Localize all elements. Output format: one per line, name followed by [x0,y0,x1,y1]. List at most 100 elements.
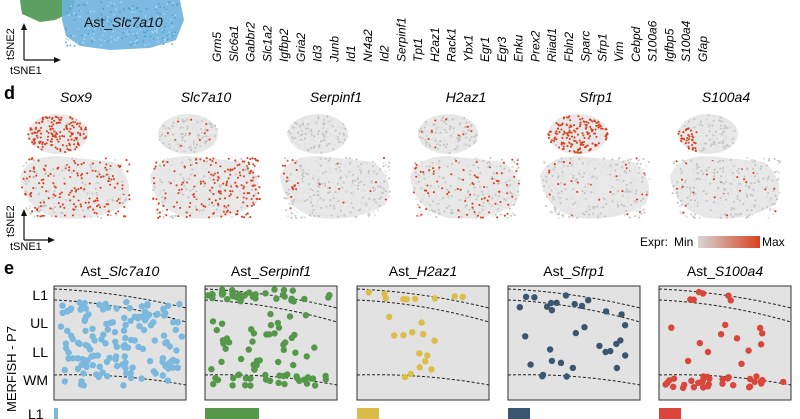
merfish-cell-dot [245,346,252,353]
merfish-cell-dot [407,370,414,378]
merfish-cell-dot [111,328,119,336]
merfish-cell-dot [282,339,289,346]
feature-plot: Sfrp1 [540,89,651,219]
merfish-cell-dot [122,321,129,329]
merfish-cell-dot [169,364,177,371]
gene-list-label: Igfbp5 [663,28,677,62]
merfish-cell-dot [262,290,269,297]
gene-list-label: Igfbp2 [277,28,291,62]
merfish-cell-dot [759,330,766,337]
merfish-cell-dot [174,319,181,326]
merfish-cell-dot [557,359,565,366]
merfish-cell-dot [120,382,127,389]
panel-d-axes: tSNE2 tSNE1 [5,205,55,253]
merfish-cell-dot [522,293,530,300]
merfish-cell-dot [275,358,282,366]
feature-plot: H2az1 [410,89,521,219]
merfish-cell-dot [218,358,225,366]
merfish-cell-dot [127,369,134,377]
merfish-cell-dot [418,319,425,326]
merfish-cell-dot [229,382,236,389]
gene-list-label: Prex2 [528,30,542,62]
merfish-cell-dot [668,324,675,331]
layer-color-block [357,408,379,419]
merfish-cell-dot [249,338,256,345]
merfish-cell-dot [311,382,319,389]
merfish-cell-dot [279,291,287,298]
merfish-cell-dot [122,364,129,372]
merfish-cell-dot [107,319,114,326]
merfish-cell-dot [59,302,66,309]
merfish-cell-dot [160,305,167,312]
merfish-cell-dot [89,333,96,340]
merfish-cell-dot [416,350,423,357]
merfish-cell-dot [386,313,393,321]
merfish-cell-dot [82,313,90,320]
merfish-cell-dot [62,345,70,352]
merfish-cell-dot [571,300,578,308]
merfish-cell-dot [451,293,458,300]
merfish-cell-dot [106,354,113,361]
merfish-cell-dot [758,380,765,387]
merfish-plot-frame [356,285,490,401]
gene-list-label: Egr3 [495,36,509,62]
merfish-cell-dot [162,340,169,347]
merfish-plot-title: Ast_H2az1 [389,263,457,279]
merfish-cell-dot [209,294,216,302]
merfish-cell-dot [753,373,760,380]
merfish-plot-title: Ast_Sfrp1 [543,263,604,279]
feature-plot-gene-label: Sox9 [60,89,92,105]
merfish-cell-dot [403,296,410,303]
merfish-cell-dot [112,353,120,360]
merfish-cell-dot [113,362,121,370]
panel-d-axis-y-label: tSNE2 [5,205,17,237]
merfish-cell-dot [247,382,254,389]
layer-color-block [205,408,259,419]
merfish-plot: Ast_Serpinf1 [204,263,338,419]
merfish-cell-dot [622,352,629,359]
merfish-cell-dot [248,326,255,333]
merfish-plot: Ast_S100a4 [658,263,792,419]
legend-label: Expr: [640,235,668,249]
merfish-cell-dot [225,339,233,346]
merfish-cell-dot [78,361,85,369]
merfish-cell-dot [681,381,688,389]
merfish-cell-dot [146,357,154,365]
merfish-cell-dot [288,297,295,304]
merfish-cell-dot [725,374,732,381]
layer-labels: L1 UL LL WM [23,287,48,388]
merfish-cell-dot [391,332,398,339]
gene-list-label: S100a6 [646,20,660,62]
merfish-cell-dot [382,295,389,302]
merfish-cell-dot [717,331,725,338]
feature-plot-gene-label: Serpinf1 [310,89,362,105]
merfish-cell-dot [284,371,291,378]
merfish-cell-dot [74,355,82,362]
merfish-cell-dot [120,327,128,334]
merfish-cell-dot [527,361,534,368]
merfish-cell-dot [159,372,166,379]
merfish-cell-dot [208,366,215,373]
merfish-cell-dot [99,369,106,376]
merfish-cell-dot [139,345,147,353]
legend-min-label: Min [674,235,693,249]
merfish-cell-dot [143,313,151,320]
layer-color-block [54,408,58,419]
merfish-cell-dot [420,331,427,338]
top-tsne-cluster: Ast_Slc7a10 [20,0,184,50]
gene-list-labels: Grm5 Slc6a1 Gabbr2 Slc1a2 Igfbp2 Gria2 Id3 Junb… [210,17,710,63]
merfish-cell-dot [62,340,70,347]
merfish-cell-dot [212,374,219,382]
merfish-cell-dot [690,296,697,303]
gene-list-label: Slc6a1 [227,25,241,62]
merfish-cell-dot [263,331,270,338]
merfish-cell-dot [602,308,610,315]
merfish-cell-dot [746,375,754,383]
merfish-cell-dot [409,329,416,336]
merfish-cell-dot [144,301,151,308]
merfish-cell-dot [722,321,729,329]
merfish-cell-dot [235,291,243,298]
merfish-cell-dot [69,335,77,343]
layer-label: L1 [32,287,48,303]
merfish-cell-dot [178,333,185,340]
